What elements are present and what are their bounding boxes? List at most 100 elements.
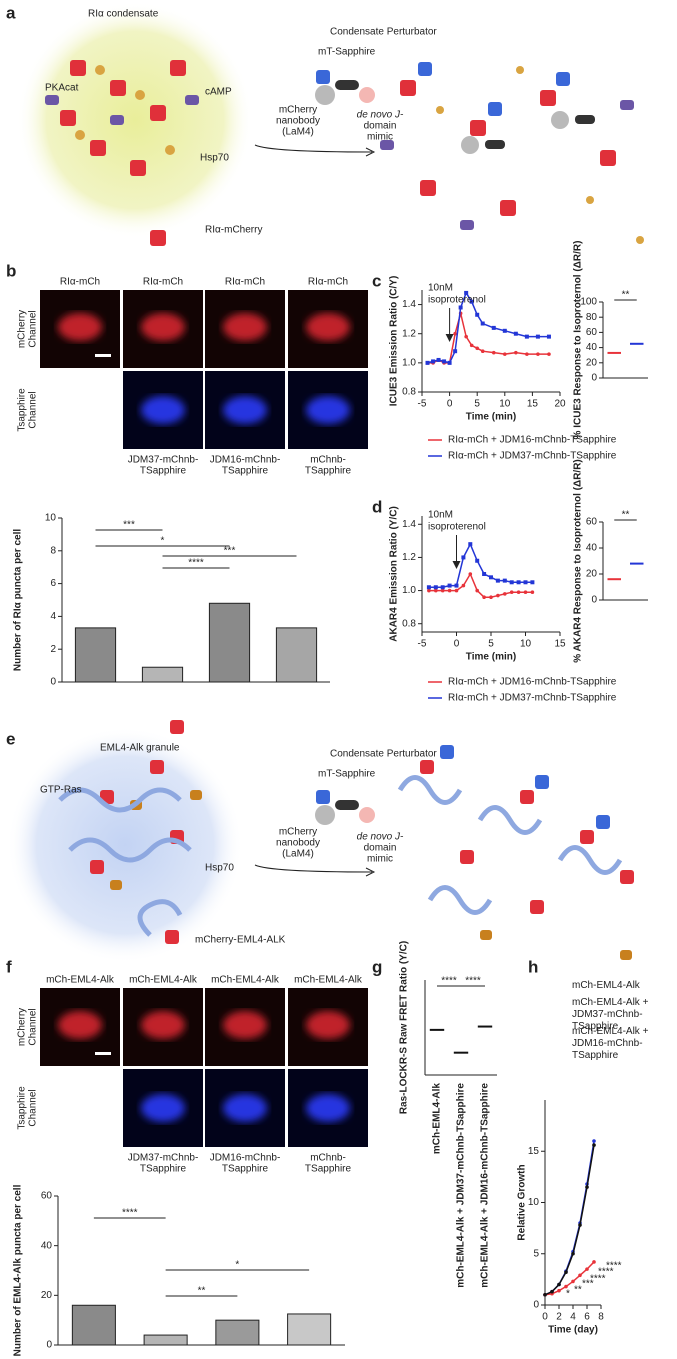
x-tick-label: 0 bbox=[542, 1312, 548, 1323]
y-tick-label: 60 bbox=[586, 517, 598, 528]
data-point bbox=[461, 583, 466, 588]
data-point bbox=[557, 1288, 561, 1293]
series-line bbox=[544, 1140, 595, 1296]
cell-signal bbox=[223, 1011, 267, 1039]
y-tick-label: 1.2 bbox=[402, 328, 416, 339]
sub-label: mChnb- bbox=[310, 1153, 346, 1164]
jdomain-label: mimic bbox=[367, 854, 393, 865]
y-axis-title: Ras-LOCKR-S Raw FRET Ratio (Y/C) bbox=[399, 941, 410, 1114]
cell-signal bbox=[141, 396, 185, 424]
data-point bbox=[434, 588, 438, 593]
significance: *** bbox=[582, 1279, 594, 1290]
jdomain-label: domain bbox=[364, 843, 397, 854]
bar bbox=[275, 627, 318, 683]
cell-signal bbox=[306, 1094, 350, 1122]
data-point bbox=[524, 334, 529, 339]
y-tick-label: 60 bbox=[41, 1191, 53, 1202]
x-tick-label: 15 bbox=[554, 639, 566, 650]
y-axis-title: Number of RIα puncta per cell bbox=[13, 529, 24, 672]
cell-signal bbox=[141, 313, 185, 341]
sub-label: mChnb- bbox=[310, 455, 346, 466]
legend-entry: RIα-mCh + JDM16-mChnb-TSapphire bbox=[448, 435, 617, 446]
row-label: Channel bbox=[28, 310, 39, 347]
significance: * bbox=[235, 1260, 239, 1271]
y-tick-label: 0.8 bbox=[402, 387, 416, 398]
gtpras-label: GTP-Ras bbox=[40, 785, 82, 796]
data-point bbox=[525, 352, 529, 356]
y-tick-label: 80 bbox=[586, 312, 598, 323]
column-header: RIα-mCh bbox=[225, 277, 265, 288]
significance: ** bbox=[574, 1285, 582, 1296]
data-point bbox=[543, 1292, 547, 1297]
row-label: Tsapphire bbox=[17, 388, 28, 432]
column-header: mCh-EML4-Alk bbox=[294, 975, 363, 986]
y-tick-label: 1.4 bbox=[402, 519, 416, 530]
x-tick-label: 5 bbox=[474, 399, 480, 410]
data-point bbox=[523, 580, 528, 585]
camp-label: cAMP bbox=[205, 87, 232, 98]
panel-label: a bbox=[6, 3, 16, 22]
panel-label: b bbox=[6, 261, 16, 280]
column-header: mCh-EML4-Alk bbox=[211, 975, 280, 986]
bar bbox=[208, 602, 251, 683]
jdomain-label: mimic bbox=[367, 132, 393, 143]
y-axis-title: % ICUE3 Response to Isoproternol (ΔR/R) bbox=[573, 241, 584, 440]
data-point bbox=[454, 583, 459, 588]
data-point bbox=[530, 580, 535, 585]
nanobody-label: nanobody bbox=[276, 838, 320, 849]
annotation: isoproterenol bbox=[428, 522, 486, 533]
data-point bbox=[461, 555, 466, 560]
x-tick-label: mCh-EML4-Alk + JDM16-mChnb-TSapphire bbox=[480, 1083, 491, 1288]
y-tick-label: 100 bbox=[580, 297, 597, 308]
x-tick-label: 20 bbox=[554, 399, 566, 410]
data-point bbox=[426, 585, 431, 590]
construct-label: mCherry- bbox=[195, 935, 237, 946]
arrow-head bbox=[452, 561, 461, 569]
data-point bbox=[514, 350, 518, 355]
nanobody-label: mCherry bbox=[279, 827, 317, 838]
y-tick-label: 0 bbox=[591, 373, 597, 384]
data-point bbox=[480, 349, 485, 354]
column-header: RIα-mCh bbox=[143, 277, 183, 288]
annotation: isoproterenol bbox=[428, 295, 486, 306]
perturbator-title: Condensate Perturbator bbox=[330, 749, 437, 760]
sub-label: JDM16-mChnb- bbox=[210, 1153, 281, 1164]
data-point bbox=[578, 1273, 582, 1278]
sub-label: JDM37-mChnb- bbox=[128, 455, 199, 466]
column-header: RIα-mCh bbox=[60, 277, 100, 288]
data-point bbox=[502, 328, 507, 333]
y-tick-label: 20 bbox=[41, 1290, 53, 1301]
x-axis-title: Time (min) bbox=[466, 652, 516, 663]
x-tick-label: 10 bbox=[520, 639, 532, 650]
data-point bbox=[475, 346, 480, 351]
cell-signal bbox=[141, 1094, 185, 1122]
jdomain-label: de novo J- bbox=[357, 110, 404, 121]
y-tick-label: 40 bbox=[586, 342, 598, 353]
data-point bbox=[592, 1139, 596, 1143]
data-point bbox=[454, 588, 459, 593]
nanobody-label: nanobody bbox=[276, 116, 320, 127]
series-line bbox=[544, 1144, 595, 1296]
y-tick-label: 1.0 bbox=[402, 357, 416, 368]
data-point bbox=[489, 595, 493, 599]
data-point bbox=[509, 580, 514, 585]
data-point bbox=[546, 334, 551, 339]
x-tick-label: -5 bbox=[418, 639, 427, 650]
cell-signal bbox=[223, 396, 267, 424]
data-point bbox=[427, 588, 431, 593]
data-point bbox=[447, 360, 452, 365]
data-point bbox=[433, 585, 438, 590]
hsp70-label: Hsp70 bbox=[200, 153, 229, 164]
y-tick-label: 0 bbox=[591, 595, 597, 606]
cell-signal bbox=[306, 1011, 350, 1039]
y-axis-title: Number of EML4-Alk puncta per cell bbox=[13, 1184, 24, 1356]
column-header: mCh-EML4-Alk bbox=[129, 975, 198, 986]
sub-label: TSapphire bbox=[222, 466, 269, 477]
perturbator-title: Condensate Perturbator bbox=[330, 27, 437, 38]
series-line bbox=[428, 572, 533, 598]
data-point bbox=[475, 588, 480, 593]
pkacat-label: PKAcat bbox=[45, 83, 79, 94]
annotation: 10nM bbox=[428, 283, 453, 294]
y-tick-label: 1.0 bbox=[402, 585, 416, 596]
data-point bbox=[453, 349, 458, 354]
